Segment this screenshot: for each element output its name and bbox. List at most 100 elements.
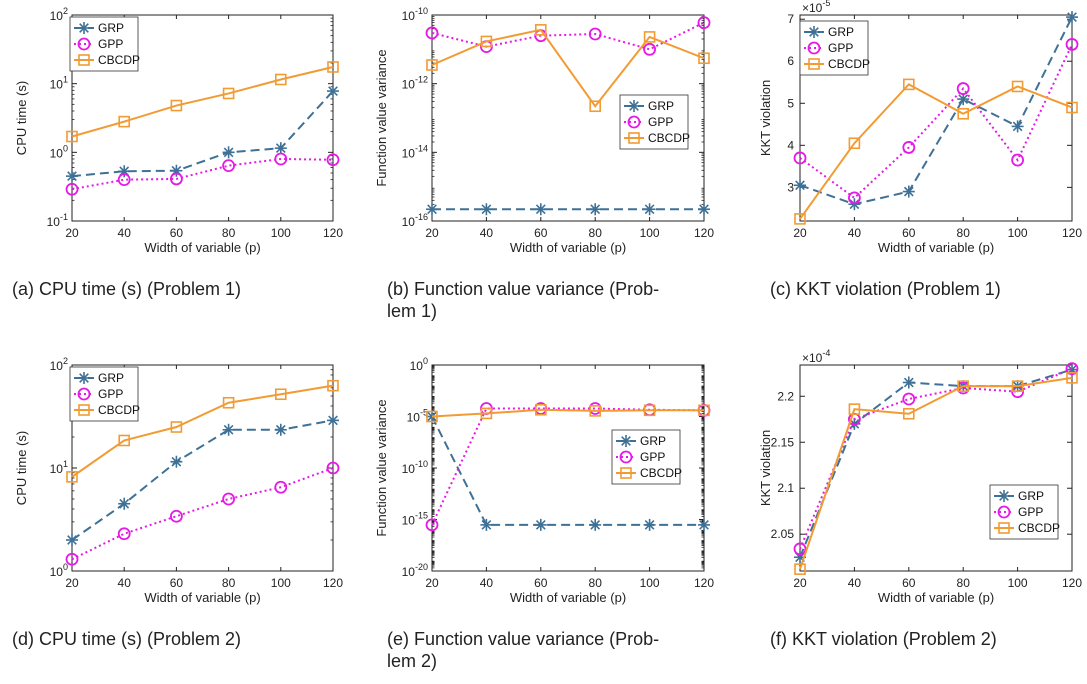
x-tick-label: 20	[65, 226, 79, 240]
data-point	[794, 563, 806, 575]
y-tick-label: 10-1	[47, 212, 68, 229]
data-point	[848, 191, 861, 205]
x-axis-label: Width of variable (p)	[878, 240, 994, 255]
x-tick-label: 40	[480, 226, 494, 240]
data-point	[480, 518, 493, 531]
data-point	[902, 392, 916, 406]
series-grp	[66, 85, 339, 183]
data-point	[1011, 153, 1024, 167]
data-point	[327, 61, 339, 73]
x-tick-label: 40	[848, 576, 862, 590]
panel-a: 20 40 60 80 100 120 10-1 100 101 102 Width of vari…	[12, 6, 343, 299]
data-point	[1065, 38, 1079, 51]
legend-label: GRP	[648, 99, 674, 113]
x-tick-label: 100	[1008, 576, 1028, 590]
x-tick-label: 20	[793, 226, 807, 240]
data-point	[1011, 120, 1024, 133]
y-tick-label: 102	[50, 356, 68, 373]
x-tick-label: 80	[589, 576, 603, 590]
data-point	[326, 461, 340, 475]
y-scale-note: ×10-5	[802, 0, 830, 15]
data-point	[170, 421, 183, 433]
series-line	[799, 367, 1073, 550]
x-tick-label: 100	[640, 226, 660, 240]
legend-marker	[808, 26, 820, 38]
legend-label: GPP	[1018, 505, 1043, 519]
data-point	[274, 142, 287, 155]
data-point	[169, 172, 183, 186]
legend: GRP GPP CBCDP	[69, 16, 140, 72]
data-point	[902, 78, 915, 91]
data-point	[170, 99, 183, 112]
data-point	[589, 518, 602, 531]
y-tick-label: 101	[50, 75, 68, 92]
data-point	[698, 203, 710, 216]
data-point	[1011, 80, 1024, 93]
series-grp	[794, 11, 1078, 211]
data-point	[66, 130, 78, 143]
series-gpp	[65, 461, 340, 566]
series-cbcdp	[794, 78, 1078, 225]
y-tick-label: 10-14	[402, 143, 428, 160]
legend-marker	[628, 100, 640, 112]
legend-label: GPP	[640, 450, 665, 464]
legend-label: CBCDP	[640, 466, 682, 480]
legend-label: CBCDP	[648, 131, 690, 145]
data-point	[848, 403, 861, 415]
legend-label: CBCDP	[98, 403, 140, 417]
panel-c: 20 40 60 80 100 120 3 4 5 6 7 ×10-5 Width of variabl…	[758, 0, 1082, 299]
legend-marker	[77, 37, 91, 51]
y-tick-label: 6	[787, 54, 794, 68]
y-axis-label: CPU time (s)	[14, 431, 29, 505]
series-grp	[66, 414, 339, 546]
legend-label: CBCDP	[1018, 521, 1060, 535]
data-point	[222, 492, 236, 506]
x-tick-label: 20	[425, 226, 439, 240]
legend-marker	[78, 54, 90, 66]
data-point	[1066, 372, 1078, 384]
series-line	[71, 384, 334, 478]
y-tick-label: 10-16	[402, 212, 428, 229]
series-grp	[426, 410, 710, 531]
legend-label: GPP	[648, 115, 673, 129]
data-point	[643, 404, 656, 417]
y-tick-label: 100	[50, 143, 68, 160]
y-tick-label: 100	[50, 562, 68, 579]
x-axis-label: Width of variable (p)	[878, 590, 994, 605]
x-tick-label: 120	[323, 576, 343, 590]
data-point	[794, 213, 806, 225]
legend-marker	[627, 115, 641, 129]
data-point	[698, 518, 710, 531]
x-tick-label: 20	[793, 576, 807, 590]
legend-marker	[998, 522, 1010, 534]
data-point	[222, 146, 235, 159]
data-point	[222, 87, 235, 100]
caption: (f) KKT violation (Problem 2)	[770, 629, 997, 649]
data-point	[643, 42, 656, 56]
series-line	[799, 376, 1073, 570]
data-point	[957, 380, 970, 392]
legend-label: CBCDP	[98, 53, 140, 67]
legend: GRP GPP CBCDP	[799, 20, 870, 76]
legend-marker	[620, 467, 632, 479]
data-point	[274, 73, 287, 86]
x-axis-label: Width of variable (p)	[144, 590, 260, 605]
data-point	[327, 379, 339, 392]
data-point	[956, 82, 970, 95]
y-tick-label: 7	[787, 12, 794, 26]
legend: GRP GPP CBCDP	[611, 429, 682, 485]
data-point	[327, 414, 339, 427]
x-tick-label: 40	[848, 226, 862, 240]
data-point	[66, 533, 78, 546]
y-scale-note: ×10-4	[802, 348, 830, 365]
x-tick-label: 20	[65, 576, 79, 590]
legend-label: GRP	[640, 434, 666, 448]
data-point	[1066, 11, 1078, 24]
data-point	[327, 85, 339, 98]
legend-label: GRP	[98, 371, 124, 385]
caption: (e) Function value variance (Prob-	[387, 629, 659, 649]
series-cbcdp	[66, 61, 339, 143]
legend: GRP GPP CBCDP	[989, 484, 1060, 540]
legend: GRP GPP CBCDP	[619, 94, 690, 150]
data-point	[902, 141, 916, 154]
